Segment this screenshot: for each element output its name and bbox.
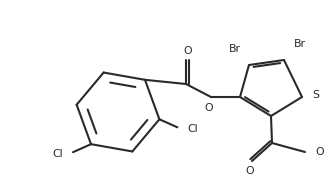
Text: S: S	[312, 90, 319, 100]
Text: Cl: Cl	[187, 124, 198, 134]
Text: O: O	[184, 46, 192, 56]
Text: Cl: Cl	[52, 149, 63, 159]
Text: O: O	[246, 166, 254, 176]
Text: Br: Br	[294, 39, 306, 49]
Text: O: O	[205, 103, 213, 113]
Text: Br: Br	[229, 44, 241, 54]
Text: O: O	[315, 147, 324, 157]
